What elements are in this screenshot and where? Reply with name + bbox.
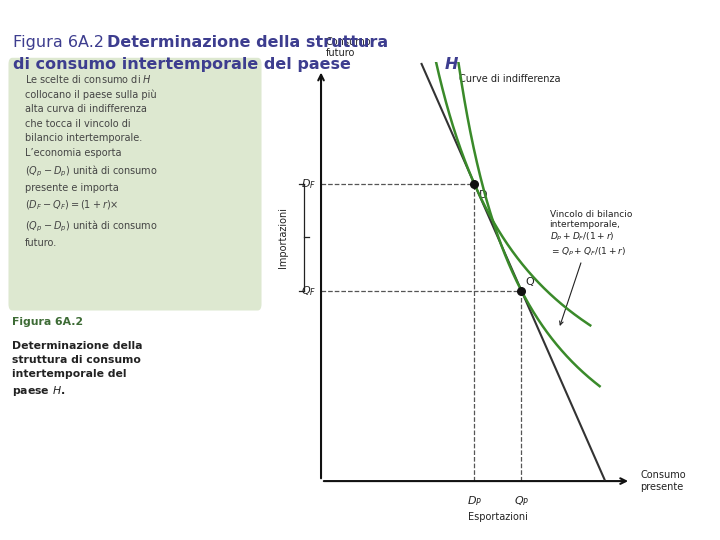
Text: PEARSON: PEARSON bbox=[570, 510, 688, 530]
Text: Importazioni: Importazioni bbox=[279, 207, 289, 268]
Text: D: D bbox=[479, 190, 487, 200]
Text: $Q_P$: $Q_P$ bbox=[513, 495, 529, 508]
Text: Determinazione della
struttura di consumo
intertemporale del
paese $H$.: Determinazione della struttura di consum… bbox=[12, 341, 143, 398]
Text: 53    © 2019 Pearson Italia – Milano, Torino – Krugman, Obstfeld, Melitz – Econo: 53 © 2019 Pearson Italia – Milano, Torin… bbox=[14, 509, 391, 518]
Text: Figura 6A.2: Figura 6A.2 bbox=[12, 317, 84, 327]
Text: $Q_F$: $Q_F$ bbox=[301, 284, 316, 298]
Text: Internazionale 1: Internazionale 1 bbox=[323, 525, 397, 535]
Text: Consumo
presente: Consumo presente bbox=[640, 470, 686, 492]
Text: $D_F$: $D_F$ bbox=[301, 177, 316, 191]
Text: Vincolo di bilancio
intertemporale,
$D_P + D_F/(1 + r)$
$= Q_P + Q_F/(1 + r)$: Vincolo di bilancio intertemporale, $D_P… bbox=[549, 210, 632, 325]
Text: Q: Q bbox=[525, 277, 534, 287]
Text: H: H bbox=[444, 57, 458, 72]
Text: $D_P$: $D_P$ bbox=[467, 495, 482, 508]
Text: di consumo intertemporale del paese: di consumo intertemporale del paese bbox=[13, 57, 356, 72]
Text: Consumo
futuro: Consumo futuro bbox=[325, 37, 372, 58]
FancyBboxPatch shape bbox=[9, 58, 261, 310]
Text: Esportazioni: Esportazioni bbox=[468, 511, 528, 522]
Text: Curve di indifferenza: Curve di indifferenza bbox=[459, 73, 560, 84]
Text: Determinazione della struttura: Determinazione della struttura bbox=[107, 35, 387, 50]
Text: Figura 6A.2: Figura 6A.2 bbox=[13, 35, 109, 50]
Text: Le scelte di consumo di $H$
collocano il paese sulla più
alta curva di indiffere: Le scelte di consumo di $H$ collocano il… bbox=[25, 73, 158, 248]
